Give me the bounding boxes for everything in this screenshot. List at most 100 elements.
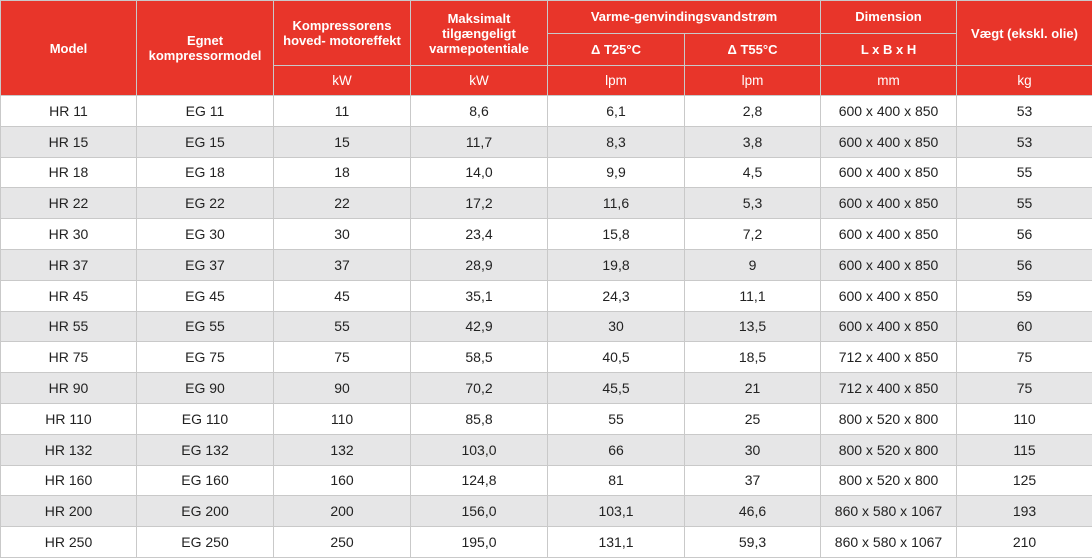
cell-dt55: 5,3: [683, 187, 822, 220]
cell-weight: 115: [956, 433, 1092, 466]
cell-dt25: 24,3: [547, 279, 685, 312]
cell-weight: 193: [956, 495, 1092, 528]
cell-dt25: 19,8: [547, 248, 685, 281]
cell-dt25: 131,1: [547, 526, 685, 558]
cell-compressor: EG 37: [136, 248, 274, 281]
cell-compressor: EG 55: [136, 310, 274, 343]
cell-dimension: 600 x 400 x 850: [820, 125, 958, 158]
cell-dt55: 30: [683, 433, 822, 466]
cell-model: HR 11: [0, 95, 137, 127]
cell-heat: 58,5: [410, 341, 548, 374]
cell-compressor: EG 11: [136, 95, 274, 127]
table-row: HR 22 EG 22 22 17,2 11,6 5,3 600 x 400 x 850 55: [0, 187, 1092, 220]
unit-dimension: mm: [820, 65, 958, 96]
cell-dimension: 860 x 580 x 1067: [820, 495, 958, 528]
unit-motor-power: kW: [273, 65, 411, 96]
cell-power: 22: [273, 187, 411, 220]
cell-power: 55: [273, 310, 411, 343]
cell-weight: 75: [956, 341, 1092, 374]
table-row: HR 110 EG 110 110 85,8 55 25 800 x 520 x 800 11…: [0, 402, 1092, 435]
cell-weight: 53: [956, 95, 1092, 127]
cell-heat: 70,2: [410, 372, 548, 404]
cell-dimension: 800 x 520 x 800: [820, 402, 958, 435]
cell-compressor: EG 110: [136, 402, 274, 435]
table-row: HR 90 EG 90 90 70,2 45,5 21 712 x 400 x 850 75: [0, 372, 1092, 404]
unit-max-heat: kW: [410, 65, 548, 96]
cell-heat: 35,1: [410, 279, 548, 312]
table-row: HR 200 EG 200 200 156,0 103,1 46,6 860 x 580 x…: [0, 495, 1092, 528]
table-row: HR 37 EG 37 37 28,9 19,8 9 600 x 400 x 850 56: [0, 248, 1092, 281]
cell-model: HR 75: [0, 341, 137, 374]
cell-heat: 23,4: [410, 218, 548, 250]
table-row: HR 75 EG 75 75 58,5 40,5 18,5 712 x 400 x 850 7…: [0, 341, 1092, 374]
cell-dt55: 37: [683, 464, 822, 497]
table-row: HR 45 EG 45 45 35,1 24,3 11,1 600 x 400 x 850 5…: [0, 279, 1092, 312]
cell-compressor: EG 200: [136, 495, 274, 528]
cell-dt55: 18,5: [683, 341, 822, 374]
cell-heat: 8,6: [410, 95, 548, 127]
cell-heat: 124,8: [410, 464, 548, 497]
cell-weight: 55: [956, 156, 1092, 189]
cell-weight: 56: [956, 218, 1092, 250]
header-dimension: Dimension: [820, 0, 958, 34]
cell-power: 160: [273, 464, 411, 497]
cell-dt55: 4,5: [683, 156, 822, 189]
cell-heat: 103,0: [410, 433, 548, 466]
cell-dimension: 712 x 400 x 850: [820, 372, 958, 404]
cell-heat: 42,9: [410, 310, 548, 343]
cell-power: 90: [273, 372, 411, 404]
cell-power: 15: [273, 125, 411, 158]
cell-power: 18: [273, 156, 411, 189]
header-dt25: Δ T25°C: [547, 32, 685, 66]
cell-power: 75: [273, 341, 411, 374]
cell-dt25: 55: [547, 402, 685, 435]
cell-power: 250: [273, 526, 411, 558]
header-compressor: Egnet kompressormodel: [136, 0, 274, 96]
cell-dimension: 800 x 520 x 800: [820, 433, 958, 466]
unit-weight: kg: [956, 65, 1092, 96]
cell-weight: 53: [956, 125, 1092, 158]
cell-power: 30: [273, 218, 411, 250]
cell-compressor: EG 45: [136, 279, 274, 312]
cell-compressor: EG 132: [136, 433, 274, 466]
cell-dt25: 9,9: [547, 156, 685, 189]
cell-weight: 110: [956, 402, 1092, 435]
cell-dt25: 103,1: [547, 495, 685, 528]
table-row: HR 250 EG 250 250 195,0 131,1 59,3 860 x 580 x…: [0, 526, 1092, 558]
cell-weight: 210: [956, 526, 1092, 558]
header-motor-power: Kompressorens hoved- motoreffekt: [273, 0, 411, 66]
cell-weight: 55: [956, 187, 1092, 220]
cell-dt25: 11,6: [547, 187, 685, 220]
unit-dt55: lpm: [683, 65, 822, 96]
header-dimension-sub: L x B x H: [820, 32, 958, 66]
table-row: HR 55 EG 55 55 42,9 30 13,5 600 x 400 x 850 60: [0, 310, 1092, 343]
cell-dt55: 7,2: [683, 218, 822, 250]
cell-model: HR 37: [0, 248, 137, 281]
cell-heat: 17,2: [410, 187, 548, 220]
cell-dimension: 600 x 400 x 850: [820, 279, 958, 312]
cell-dimension: 712 x 400 x 850: [820, 341, 958, 374]
cell-heat: 85,8: [410, 402, 548, 435]
cell-model: HR 250: [0, 526, 137, 558]
cell-compressor: EG 18: [136, 156, 274, 189]
cell-model: HR 15: [0, 125, 137, 158]
cell-dt25: 15,8: [547, 218, 685, 250]
cell-dt55: 11,1: [683, 279, 822, 312]
cell-power: 11: [273, 95, 411, 127]
cell-model: HR 132: [0, 433, 137, 466]
cell-dimension: 860 x 580 x 1067: [820, 526, 958, 558]
cell-dimension: 600 x 400 x 850: [820, 248, 958, 281]
header-dt55: Δ T55°C: [683, 32, 822, 66]
cell-dt25: 30: [547, 310, 685, 343]
cell-compressor: EG 250: [136, 526, 274, 558]
cell-dt55: 2,8: [683, 95, 822, 127]
cell-model: HR 45: [0, 279, 137, 312]
cell-heat: 28,9: [410, 248, 548, 281]
header-water-flow: Varme-genvindingsvandstrøm: [546, 0, 822, 34]
cell-compressor: EG 75: [136, 341, 274, 374]
cell-model: HR 160: [0, 464, 137, 497]
cell-weight: 125: [956, 464, 1092, 497]
cell-dt55: 9: [683, 248, 822, 281]
cell-weight: 59: [956, 279, 1092, 312]
